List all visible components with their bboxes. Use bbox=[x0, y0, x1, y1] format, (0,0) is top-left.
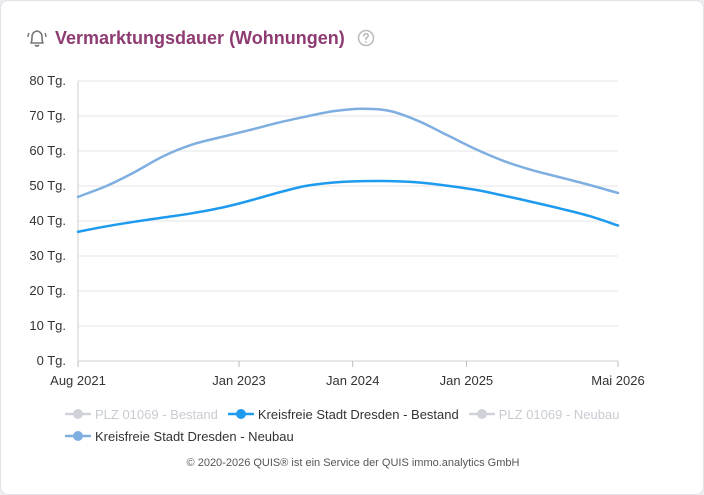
legend-marker bbox=[65, 431, 91, 441]
chart-legend: PLZ 01069 - Bestand Kreisfreie Stadt Dres… bbox=[65, 403, 665, 447]
copyright-footer: © 2020-2026 QUIS® ist ein Service der QU… bbox=[186, 457, 520, 469]
x-tick-label: Jan 2023 bbox=[212, 373, 266, 388]
legend-item[interactable]: PLZ 01069 - Bestand bbox=[65, 403, 218, 425]
x-tick-label: Mai 2026 bbox=[591, 373, 644, 388]
y-tick-label: 80 Tg. bbox=[29, 73, 66, 88]
series-line bbox=[76, 107, 620, 199]
legend-marker bbox=[227, 409, 254, 419]
y-tick-label: 40 Tg. bbox=[29, 213, 66, 228]
help-circle-icon[interactable] bbox=[357, 29, 375, 47]
line-chart: 0 Tg. 10 Tg. 20 Tg. 30 Tg. 40 Tg. 50 Tg. 60 Tg… bbox=[29, 73, 644, 388]
y-tick-label: 60 Tg. bbox=[29, 143, 66, 158]
legend-marker bbox=[65, 409, 91, 419]
legend-label: Kreisfreie Stadt Dresden - Neubau bbox=[95, 428, 294, 444]
y-tick-label: 20 Tg. bbox=[29, 283, 66, 298]
y-tick-label: 30 Tg. bbox=[29, 248, 66, 263]
y-tick-label: 70 Tg. bbox=[29, 108, 66, 123]
legend-label: PLZ 01069 - Bestand bbox=[95, 406, 218, 422]
series-line bbox=[76, 179, 620, 234]
legend-item[interactable]: Kreisfreie Stadt Dresden - Neubau bbox=[65, 425, 294, 447]
notification-bell-icon[interactable] bbox=[25, 27, 49, 49]
y-tick-label: 10 Tg. bbox=[29, 318, 66, 333]
y-tick-label: 0 Tg. bbox=[37, 353, 66, 368]
chart-header: Vermarktungsdauer (Wohnungen) bbox=[25, 27, 375, 49]
legend-item[interactable]: PLZ 01069 - Neubau bbox=[468, 403, 620, 425]
legend-label: PLZ 01069 - Neubau bbox=[498, 406, 620, 422]
legend-label: Kreisfreie Stadt Dresden - Bestand bbox=[257, 406, 459, 422]
legend-item[interactable]: Kreisfreie Stadt Dresden - Bestand bbox=[227, 403, 459, 425]
x-tick-label: Aug 2021 bbox=[50, 373, 106, 388]
chart-title: Vermarktungsdauer (Wohnungen) bbox=[55, 27, 345, 48]
x-tick-label: Jan 2025 bbox=[440, 373, 494, 388]
x-tick-label: Jan 2024 bbox=[326, 373, 380, 388]
legend-marker bbox=[468, 409, 495, 419]
y-tick-label: 50 Tg. bbox=[29, 178, 66, 193]
